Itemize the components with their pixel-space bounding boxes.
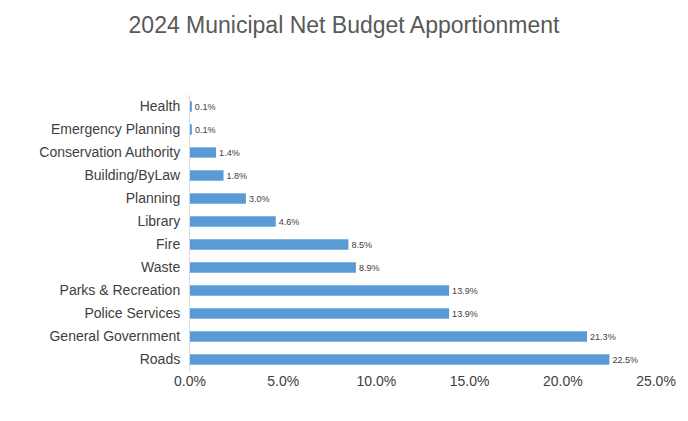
svg-text:13.9%: 13.9% xyxy=(452,309,478,319)
svg-text:3.0%: 3.0% xyxy=(249,194,270,204)
svg-text:0.1%: 0.1% xyxy=(195,102,216,112)
svg-text:0.0%: 0.0% xyxy=(174,373,206,389)
svg-text:Building/ByLaw: Building/ByLaw xyxy=(84,167,181,183)
svg-text:Fire: Fire xyxy=(156,236,180,252)
svg-text:13.9%: 13.9% xyxy=(452,286,478,296)
svg-text:20.0%: 20.0% xyxy=(543,373,583,389)
svg-text:15.0%: 15.0% xyxy=(450,373,490,389)
svg-text:Roads: Roads xyxy=(140,351,180,367)
svg-text:25.0%: 25.0% xyxy=(636,373,676,389)
svg-text:Waste: Waste xyxy=(141,259,180,275)
svg-text:Health: Health xyxy=(140,98,180,114)
svg-text:Parks & Recreation: Parks & Recreation xyxy=(60,282,181,298)
svg-text:1.4%: 1.4% xyxy=(219,148,240,158)
svg-text:Emergency Planning: Emergency Planning xyxy=(51,121,180,137)
svg-text:1.8%: 1.8% xyxy=(227,171,248,181)
svg-text:8.9%: 8.9% xyxy=(359,263,380,273)
svg-text:10.0%: 10.0% xyxy=(357,373,397,389)
svg-text:2024 Municipal Net Budget Appo: 2024 Municipal Net Budget Apportionment xyxy=(129,12,561,38)
svg-text:0.1%: 0.1% xyxy=(195,125,216,135)
svg-text:Conservation Authority: Conservation Authority xyxy=(39,144,180,160)
svg-text:22.5%: 22.5% xyxy=(612,355,638,365)
svg-text:4.6%: 4.6% xyxy=(279,217,300,227)
svg-text:21.3%: 21.3% xyxy=(590,332,616,342)
svg-text:Library: Library xyxy=(137,213,180,229)
svg-text:Police Services: Police Services xyxy=(84,305,180,321)
svg-text:Planning: Planning xyxy=(126,190,181,206)
svg-text:8.5%: 8.5% xyxy=(351,240,372,250)
svg-text:General Government: General Government xyxy=(49,328,180,344)
svg-text:5.0%: 5.0% xyxy=(267,373,299,389)
